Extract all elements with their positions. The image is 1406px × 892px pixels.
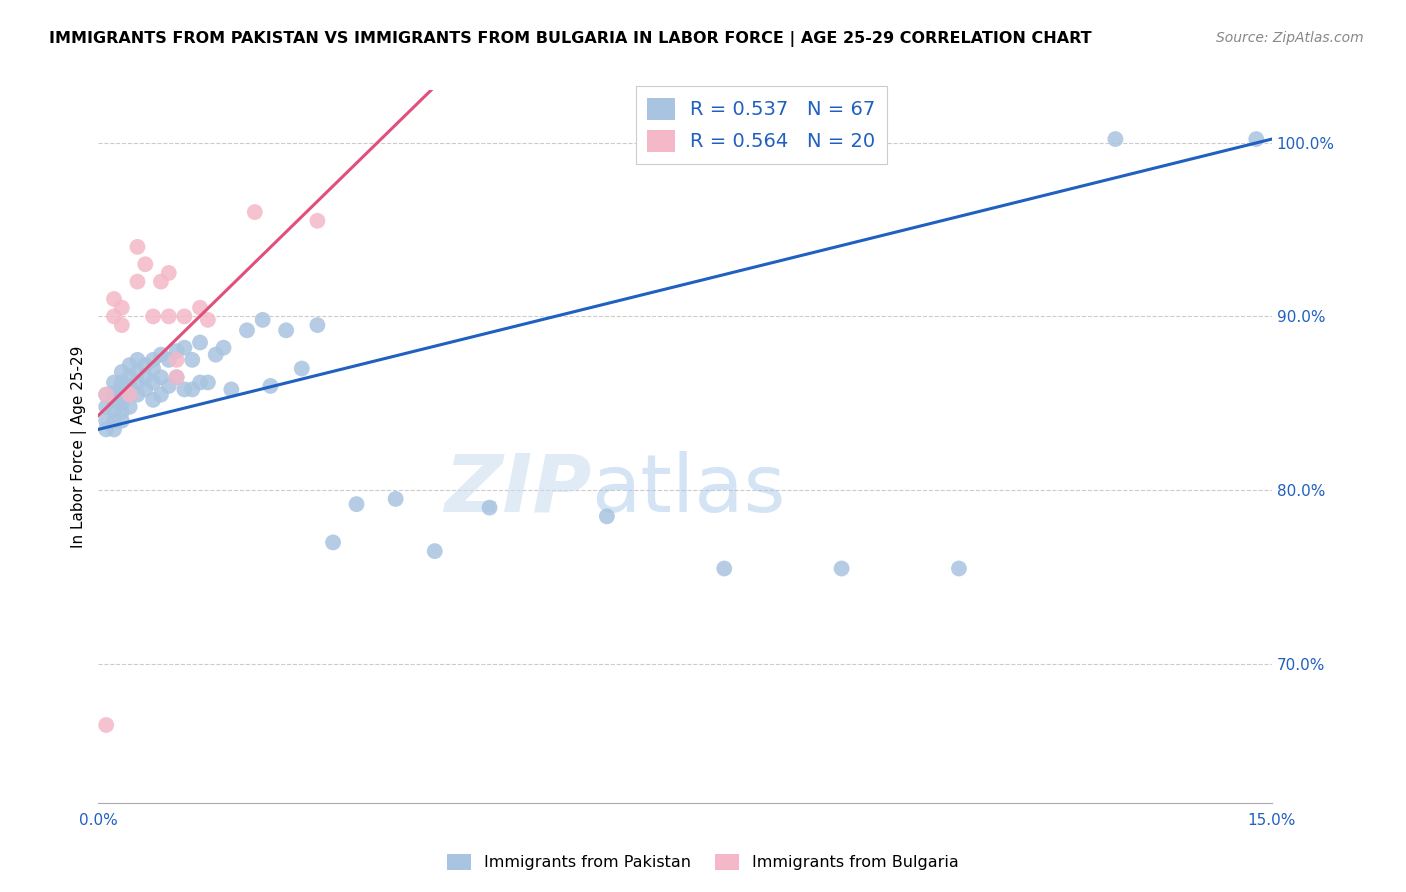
Point — [291, 361, 314, 376]
Point — [111, 318, 134, 332]
Point — [212, 341, 235, 355]
Point — [127, 387, 149, 401]
Point — [197, 313, 219, 327]
Point — [142, 376, 165, 390]
Point — [103, 392, 125, 407]
Point — [259, 379, 281, 393]
Point — [204, 348, 226, 362]
Point — [118, 387, 141, 401]
Point — [948, 561, 970, 575]
Point — [134, 257, 156, 271]
Point — [346, 497, 368, 511]
Point — [103, 414, 125, 428]
Point — [111, 365, 134, 379]
Point — [149, 275, 172, 289]
Point — [111, 396, 134, 410]
Point — [221, 383, 243, 397]
Point — [181, 352, 204, 367]
Point — [103, 422, 125, 436]
Point — [134, 370, 156, 384]
Point — [96, 422, 118, 436]
Point — [127, 275, 149, 289]
Point — [181, 383, 204, 397]
Point — [188, 376, 211, 390]
Point — [111, 376, 134, 390]
Point — [96, 387, 118, 401]
Point — [111, 301, 134, 315]
Point — [118, 400, 141, 414]
Point — [173, 341, 195, 355]
Point — [1244, 132, 1267, 146]
Text: Source: ZipAtlas.com: Source: ZipAtlas.com — [1216, 31, 1364, 45]
Point — [134, 383, 156, 397]
Point — [96, 387, 118, 401]
Point — [166, 352, 188, 367]
Point — [134, 358, 156, 372]
Point — [157, 379, 180, 393]
Point — [127, 352, 149, 367]
Point — [166, 370, 188, 384]
Point — [142, 352, 165, 367]
Point — [166, 370, 188, 384]
Point — [142, 310, 165, 324]
Point — [111, 383, 134, 397]
Point — [103, 292, 125, 306]
Point — [166, 344, 188, 359]
Point — [142, 392, 165, 407]
Point — [596, 509, 619, 524]
Point — [111, 405, 134, 419]
Text: ZIP: ZIP — [444, 450, 592, 529]
Point — [118, 370, 141, 384]
Legend: R = 0.537   N = 67, R = 0.564   N = 20: R = 0.537 N = 67, R = 0.564 N = 20 — [636, 86, 887, 164]
Point — [149, 348, 172, 362]
Point — [831, 561, 853, 575]
Point — [103, 376, 125, 390]
Point — [384, 491, 406, 506]
Legend: Immigrants from Pakistan, Immigrants from Bulgaria: Immigrants from Pakistan, Immigrants fro… — [441, 847, 965, 877]
Point — [197, 376, 219, 390]
Point — [96, 414, 118, 428]
Point — [127, 376, 149, 390]
Point — [142, 361, 165, 376]
Point — [103, 385, 125, 400]
Point — [118, 379, 141, 393]
Point — [157, 266, 180, 280]
Point — [149, 387, 172, 401]
Point — [103, 403, 125, 417]
Point — [423, 544, 446, 558]
Point — [173, 383, 195, 397]
Point — [96, 400, 118, 414]
Y-axis label: In Labor Force | Age 25-29: In Labor Force | Age 25-29 — [72, 345, 87, 548]
Point — [307, 318, 329, 332]
Point — [252, 313, 274, 327]
Point — [127, 240, 149, 254]
Point — [127, 365, 149, 379]
Point — [713, 561, 735, 575]
Point — [322, 535, 344, 549]
Point — [236, 323, 259, 337]
Point — [307, 214, 329, 228]
Point — [478, 500, 501, 515]
Point — [111, 389, 134, 403]
Point — [157, 352, 180, 367]
Point — [96, 718, 118, 732]
Point — [103, 310, 125, 324]
Point — [274, 323, 297, 337]
Point — [188, 301, 211, 315]
Point — [173, 310, 195, 324]
Text: atlas: atlas — [592, 450, 786, 529]
Point — [243, 205, 266, 219]
Point — [188, 335, 211, 350]
Point — [1104, 132, 1126, 146]
Point — [149, 370, 172, 384]
Point — [157, 310, 180, 324]
Point — [118, 387, 141, 401]
Text: IMMIGRANTS FROM PAKISTAN VS IMMIGRANTS FROM BULGARIA IN LABOR FORCE | AGE 25-29 : IMMIGRANTS FROM PAKISTAN VS IMMIGRANTS F… — [49, 31, 1092, 47]
Point — [111, 414, 134, 428]
Point — [118, 358, 141, 372]
